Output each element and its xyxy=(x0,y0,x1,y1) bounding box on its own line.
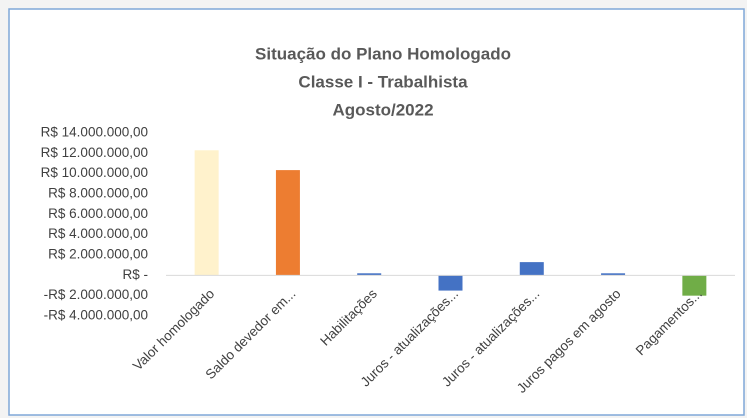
y-tick-label: R$ 2.000.000,00 xyxy=(48,247,148,262)
chart-title: Classe I - Trabalhista xyxy=(298,72,468,91)
chart-frame xyxy=(8,8,745,416)
bar xyxy=(601,273,626,276)
bar xyxy=(519,262,544,276)
y-tick-label: R$ - xyxy=(122,267,148,282)
bar xyxy=(682,275,707,296)
y-tick-label: R$ 8.000.000,00 xyxy=(48,186,148,201)
y-tick-label: -R$ 4.000.000,00 xyxy=(44,308,148,323)
y-tick-label: R$ 4.000.000,00 xyxy=(48,226,148,241)
y-tick-label: R$ 6.000.000,00 xyxy=(48,206,148,221)
y-tick-label: R$ 14.000.000,00 xyxy=(41,125,148,140)
y-tick-label: R$ 12.000.000,00 xyxy=(41,145,148,160)
bar xyxy=(438,275,463,291)
chart-title: Agosto/2022 xyxy=(332,100,433,119)
y-tick-label: R$ 10.000.000,00 xyxy=(41,165,148,180)
chart-title: Situação do Plano Homologado xyxy=(255,44,511,63)
y-tick-label: -R$ 2.000.000,00 xyxy=(44,287,148,302)
bar xyxy=(357,273,382,276)
bar xyxy=(275,170,300,276)
bar xyxy=(194,150,219,276)
